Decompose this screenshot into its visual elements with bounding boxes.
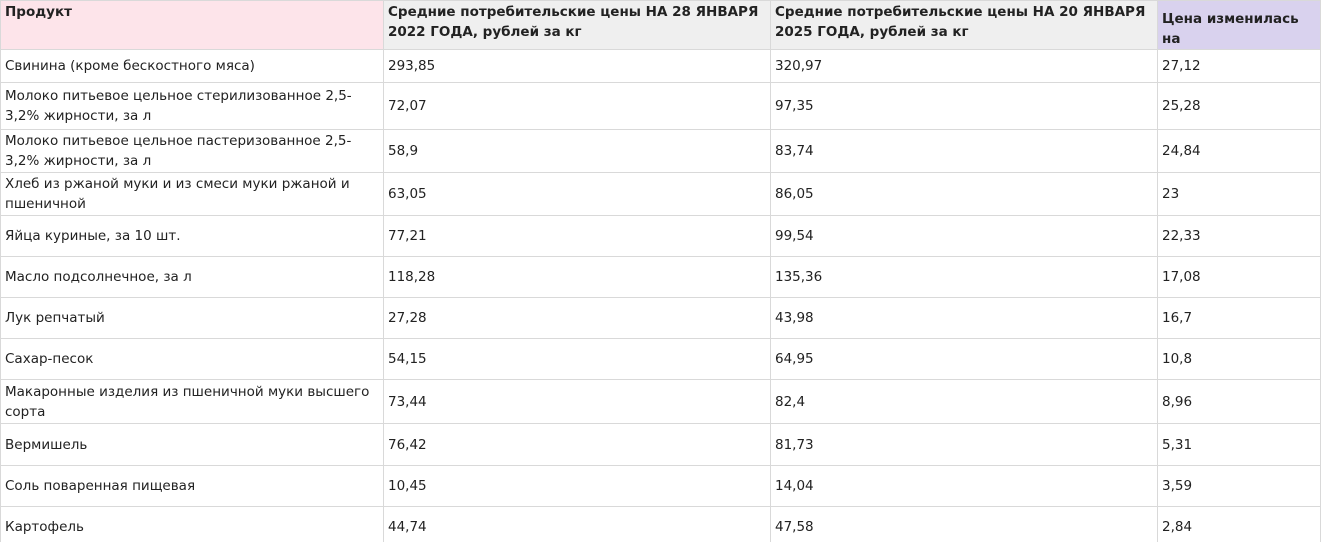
price-cell: 17,08 xyxy=(1157,256,1321,298)
price-cell: 293,85 xyxy=(383,49,771,83)
price-cell: 5,31 xyxy=(1157,423,1321,466)
price-cell: 25,28 xyxy=(1157,82,1321,130)
table-row: Молоко питьевое цельное пастеризованное … xyxy=(0,129,1321,173)
price-cell: 97,35 xyxy=(770,82,1158,130)
table-row: Молоко питьевое цельное стерилизованное … xyxy=(0,82,1321,130)
price-cell: 82,4 xyxy=(770,379,1158,424)
product-cell: Молоко питьевое цельное пастеризованное … xyxy=(0,129,384,173)
price-cell: 73,44 xyxy=(383,379,771,424)
product-cell: Картофель xyxy=(0,506,384,542)
product-cell: Вермишель xyxy=(0,423,384,466)
price-cell: 58,9 xyxy=(383,129,771,173)
price-cell: 43,98 xyxy=(770,297,1158,339)
table-row: Лук репчатый 27,28 43,98 16,7 xyxy=(0,297,1321,339)
table-row: Макаронные изделия из пшеничной муки выс… xyxy=(0,379,1321,424)
header-cell: Средние потребительские цены НА 28 ЯНВАР… xyxy=(383,0,771,50)
table-row: Свинина (кроме бескостного мяса) 293,85 32… xyxy=(0,49,1321,83)
header-row: Продукт Средние потребительские цены НА 2… xyxy=(0,0,1321,50)
price-cell: 81,73 xyxy=(770,423,1158,466)
price-cell: 10,45 xyxy=(383,465,771,507)
price-cell: 27,28 xyxy=(383,297,771,339)
price-cell: 10,8 xyxy=(1157,338,1321,380)
price-cell: 24,84 xyxy=(1157,129,1321,173)
price-cell: 8,96 xyxy=(1157,379,1321,424)
product-cell: Лук репчатый xyxy=(0,297,384,339)
product-cell: Масло подсолнечное, за л xyxy=(0,256,384,298)
price-cell: 3,59 xyxy=(1157,465,1321,507)
table-row: Вермишель 76,42 81,73 5,31 xyxy=(0,423,1321,466)
header-cell: Цена изменилась на xyxy=(1157,0,1321,50)
price-cell: 118,28 xyxy=(383,256,771,298)
price-cell: 23 xyxy=(1157,172,1321,216)
price-cell: 320,97 xyxy=(770,49,1158,83)
price-cell: 27,12 xyxy=(1157,49,1321,83)
product-cell: Макаронные изделия из пшеничной муки выс… xyxy=(0,379,384,424)
price-cell: 76,42 xyxy=(383,423,771,466)
price-cell: 99,54 xyxy=(770,215,1158,257)
price-cell: 54,15 xyxy=(383,338,771,380)
price-cell: 63,05 xyxy=(383,172,771,216)
product-cell: Свинина (кроме бескостного мяса) xyxy=(0,49,384,83)
table-row: Масло подсолнечное, за л 118,28 135,36 17,0… xyxy=(0,256,1321,298)
price-cell: 86,05 xyxy=(770,172,1158,216)
price-cell: 22,33 xyxy=(1157,215,1321,257)
price-cell: 64,95 xyxy=(770,338,1158,380)
table-row: Сахар-песок 54,15 64,95 10,8 xyxy=(0,338,1321,380)
price-cell: 72,07 xyxy=(383,82,771,130)
price-cell: 47,58 xyxy=(770,506,1158,542)
product-cell: Соль поваренная пищевая xyxy=(0,465,384,507)
price-cell: 77,21 xyxy=(383,215,771,257)
price-cell: 44,74 xyxy=(383,506,771,542)
price-cell: 2,84 xyxy=(1157,506,1321,542)
table-row: Соль поваренная пищевая 10,45 14,04 3,59 xyxy=(0,465,1321,507)
header-cell: Продукт xyxy=(0,0,384,50)
table-row: Яйца куриные, за 10 шт. 77,21 99,54 22,33 xyxy=(0,215,1321,257)
price-cell: 14,04 xyxy=(770,465,1158,507)
product-cell: Молоко питьевое цельное стерилизованное … xyxy=(0,82,384,130)
table-row: Картофель 44,74 47,58 2,84 xyxy=(0,506,1321,542)
price-cell: 83,74 xyxy=(770,129,1158,173)
price-cell: 135,36 xyxy=(770,256,1158,298)
product-cell: Сахар-песок xyxy=(0,338,384,380)
header-cell: Средние потребительские цены НА 20 ЯНВАР… xyxy=(770,0,1158,50)
table-row: Хлеб из ржаной муки и из смеси муки ржан… xyxy=(0,172,1321,216)
product-cell: Яйца куриные, за 10 шт. xyxy=(0,215,384,257)
price-cell: 16,7 xyxy=(1157,297,1321,339)
product-cell: Хлеб из ржаной муки и из смеси муки ржан… xyxy=(0,172,384,216)
